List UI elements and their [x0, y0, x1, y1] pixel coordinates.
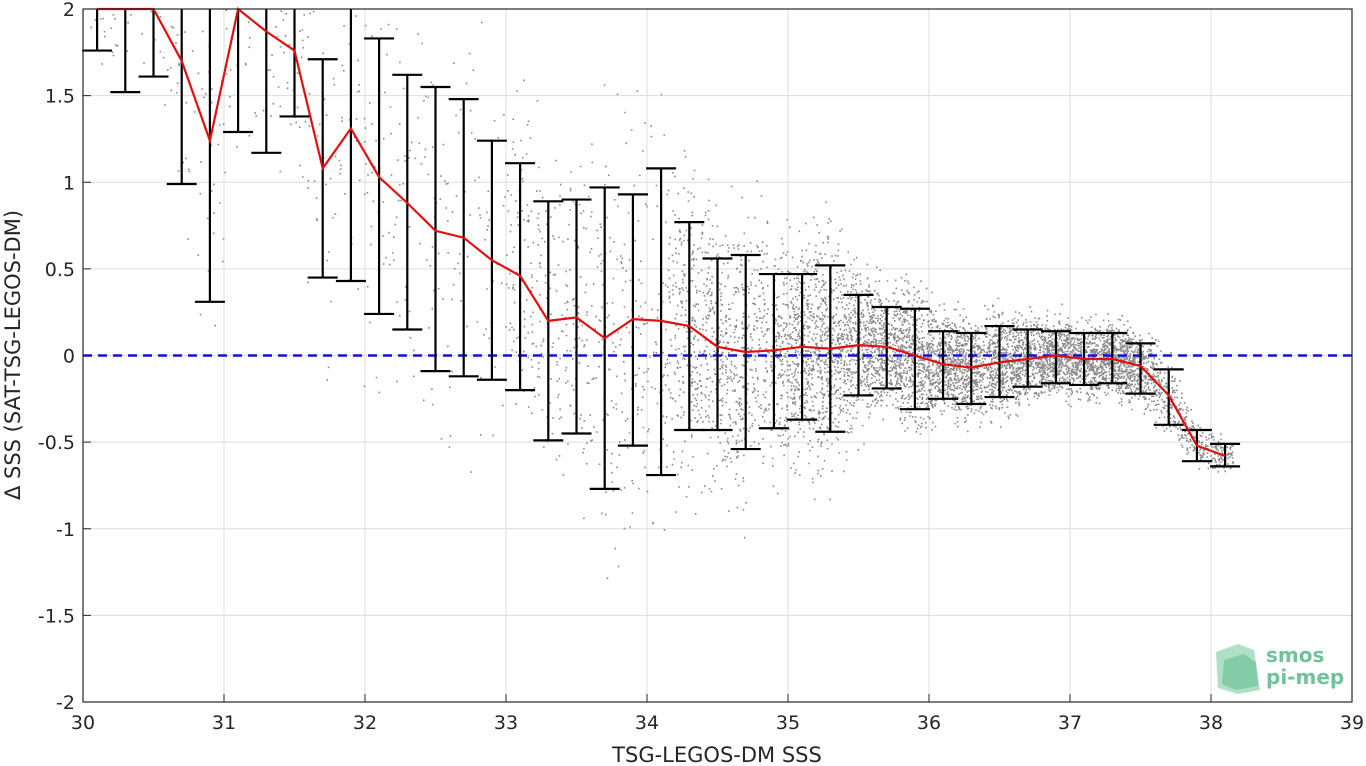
error-bar: [223, 9, 254, 134]
error-bar: [110, 9, 141, 94]
y-tick-label: -0.5: [38, 432, 75, 454]
y-tick-label: 1.5: [45, 86, 75, 108]
y-tick-label: 2: [63, 0, 75, 21]
x-tick-label: 38: [1199, 712, 1223, 734]
error-bar: [82, 9, 113, 52]
error-bar: [702, 257, 733, 432]
y-axis-label: Δ SSS (SAT-TSG-LEGOS-DM): [1, 210, 25, 500]
error-bar: [1125, 342, 1156, 395]
error-bar: [166, 9, 197, 186]
y-tick-label: 0: [63, 346, 75, 368]
x-tick-label: 32: [353, 712, 377, 734]
error-bar: [1040, 330, 1071, 385]
error-bar: [194, 9, 225, 303]
error-bar: [279, 9, 310, 118]
error-bar: [420, 85, 451, 373]
x-tick-label: 36: [917, 712, 941, 734]
x-tick-label: 31: [212, 712, 236, 734]
mean-line: [97, 7, 1226, 458]
error-bar: [335, 9, 366, 283]
y-tick-label: -2: [56, 692, 75, 714]
logo-text-pimep: pi-mep: [1266, 665, 1344, 689]
x-axis-ticks: 30 31 32 33 34 35 36 37 38 39: [71, 694, 1364, 734]
error-bar: [899, 307, 930, 411]
error-bar: [251, 9, 282, 154]
x-tick-label: 30: [71, 712, 95, 734]
y-tick-label: 1: [63, 172, 75, 194]
smos-pimep-logo: smos pi-mep: [1216, 643, 1344, 694]
x-tick-label: 39: [1340, 712, 1364, 734]
x-axis-label: TSG-LEGOS-DM SSS: [611, 743, 822, 766]
error-bar: [138, 9, 169, 78]
x-tick-label: 34: [635, 712, 659, 734]
x-tick-label: 35: [776, 712, 800, 734]
y-tick-label: -1: [56, 519, 75, 541]
y-tick-label: 0.5: [45, 259, 75, 281]
y-axis-ticks: -2 -1.5 -1 -0.5 0 0.5 1 1.5 2: [38, 0, 91, 714]
y-tick-label: -1.5: [38, 605, 75, 627]
logo-text-smos: smos: [1266, 643, 1324, 667]
x-tick-label: 37: [1058, 712, 1082, 734]
x-tick-label: 33: [494, 712, 518, 734]
logo-graphic-shade: [1222, 654, 1258, 690]
